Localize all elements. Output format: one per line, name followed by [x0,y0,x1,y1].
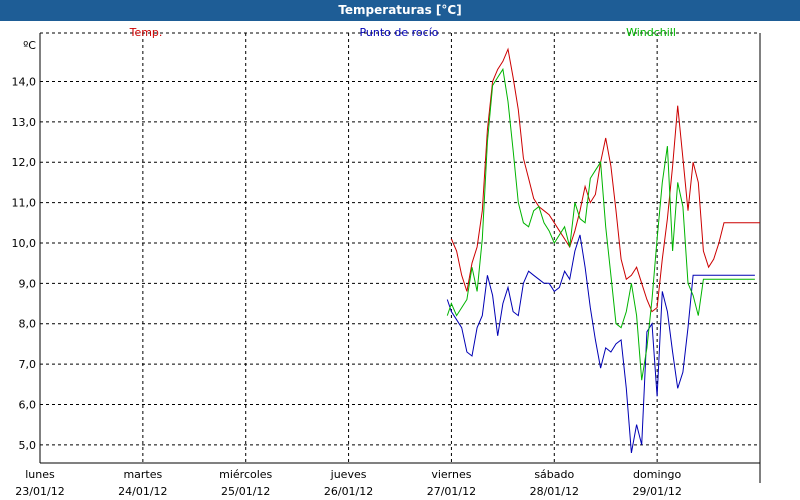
legend-punto-de-roc-o: Punto de rocío [359,26,438,39]
temperature-chart: 5,0 6,0 7,0 8,0 9,0 10,0 11,0 12,0 13,0 14,0 ºC lu… [0,21,800,500]
y-tick-label: 7,0 [19,358,37,371]
y-tick-label: 14,0 [12,75,37,88]
x-tick-date: 28/01/12 [530,485,579,498]
x-tick-date: 26/01/12 [324,485,373,498]
x-tick-day: domingo [633,468,681,481]
y-tick-label: 11,0 [12,197,37,210]
x-tick-day: viernes [431,468,471,481]
y-tick-label: 13,0 [12,116,37,129]
x-tick-day: jueves [330,468,367,481]
x-tick-date: 23/01/12 [15,485,64,498]
axes [39,33,761,483]
legend: Temp. Punto de rocío Windchill [129,26,676,39]
chart-window-title: Temperaturas [°C] [0,0,800,21]
chart-background [0,21,800,500]
x-tick-day: lunes [25,468,55,481]
y-tick-label: 9,0 [19,277,37,290]
x-tick-date: 24/01/12 [118,485,167,498]
series-lines [446,47,760,453]
x-tick-date: 27/01/12 [427,485,476,498]
y-tick-label: 12,0 [12,156,37,169]
series-line-temp [450,47,760,313]
x-tick-date: 29/01/12 [632,485,681,498]
x-tick-day: sábado [534,468,574,481]
y-tick-label: 5,0 [19,439,37,452]
y-tick-label: 10,0 [12,237,37,250]
legend-temp: Temp. [129,26,163,39]
legend-windchill: Windchill [626,26,676,39]
x-tick-day: martes [123,468,162,481]
y-axis-unit: ºC [23,39,36,52]
x-tick-date: 25/01/12 [221,485,270,498]
x-tick-day: miércoles [219,468,272,481]
grid [40,32,760,463]
series-line-windchill [446,67,755,381]
x-tick-labels: lunes 23/01/12 martes 24/01/12 miércoles 25/0… [15,468,682,498]
y-tick-label: 8,0 [19,318,37,331]
y-tick-label: 6,0 [19,398,37,411]
y-tick-labels: 5,0 6,0 7,0 8,0 9,0 10,0 11,0 12,0 13,0 14,0 ºC [12,39,37,452]
series-line-punto-de-roc-o [446,234,755,453]
